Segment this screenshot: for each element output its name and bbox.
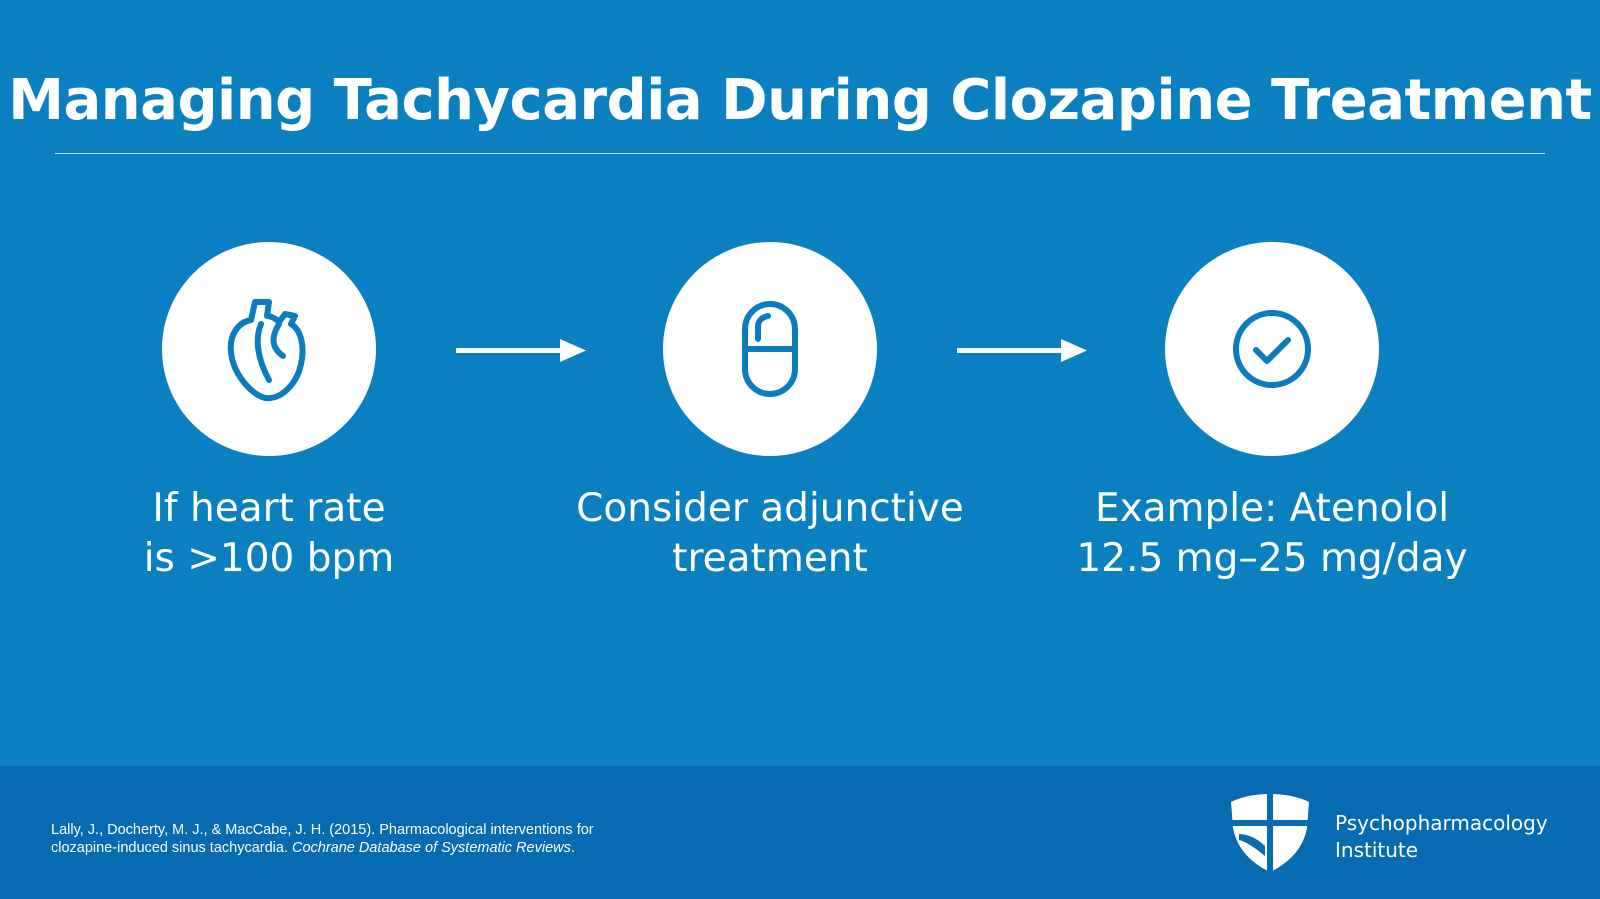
step-3-line-1: Example: Atenolol: [1094, 486, 1450, 531]
step-1-line-1: If heart rate: [152, 486, 386, 531]
step-3-line-2: 12.5 mg–25 mg/day: [1076, 536, 1468, 581]
step-1-line-2: is >100 bpm: [143, 536, 395, 581]
citation-line-1: Lally, J., Docherty, M. J., & MacCabe, J…: [51, 822, 594, 838]
arrow-right-icon: [957, 339, 1087, 362]
step-2-line-1: Consider adjunctive: [576, 486, 964, 531]
slide-title: Managing Tachycardia During Clozapine Tr…: [8, 68, 1592, 133]
citation: Lally, J., Docherty, M. J., & MacCabe, J…: [51, 821, 594, 857]
step-2-line-2: treatment: [672, 536, 868, 581]
logo-wordmark: Psychopharmacology Institute: [1335, 810, 1548, 864]
title-divider: [55, 153, 1545, 154]
citation-line-2: clozapine-induced sinus tachycardia. Coc…: [51, 839, 594, 857]
logo-line-1: Psychopharmacology: [1335, 811, 1548, 835]
citation-journal: Cochrane Database of Systematic Reviews: [292, 840, 571, 856]
citation-period: .: [570, 840, 575, 856]
heart-icon: [227, 299, 306, 402]
citation-line-2-text: clozapine-induced sinus tachycardia.: [51, 840, 292, 856]
checkmark-circle-icon: [1233, 310, 1311, 388]
step-3-circle: [1165, 242, 1379, 456]
step-2-label: Consider adjunctive treatment: [540, 484, 1000, 584]
step-3-label: Example: Atenolol 12.5 mg–25 mg/day: [1042, 484, 1502, 584]
step-2-circle: [663, 242, 877, 456]
shield-cross-icon: [1231, 794, 1309, 872]
arrow-right-icon: [456, 339, 586, 362]
step-1-circle: [162, 242, 376, 456]
logo-line-2: Institute: [1335, 838, 1419, 862]
step-1-label: If heart rate is >100 bpm: [39, 484, 499, 584]
pill-icon: [742, 301, 798, 397]
footer: Lally, J., Docherty, M. J., & MacCabe, J…: [0, 766, 1600, 899]
